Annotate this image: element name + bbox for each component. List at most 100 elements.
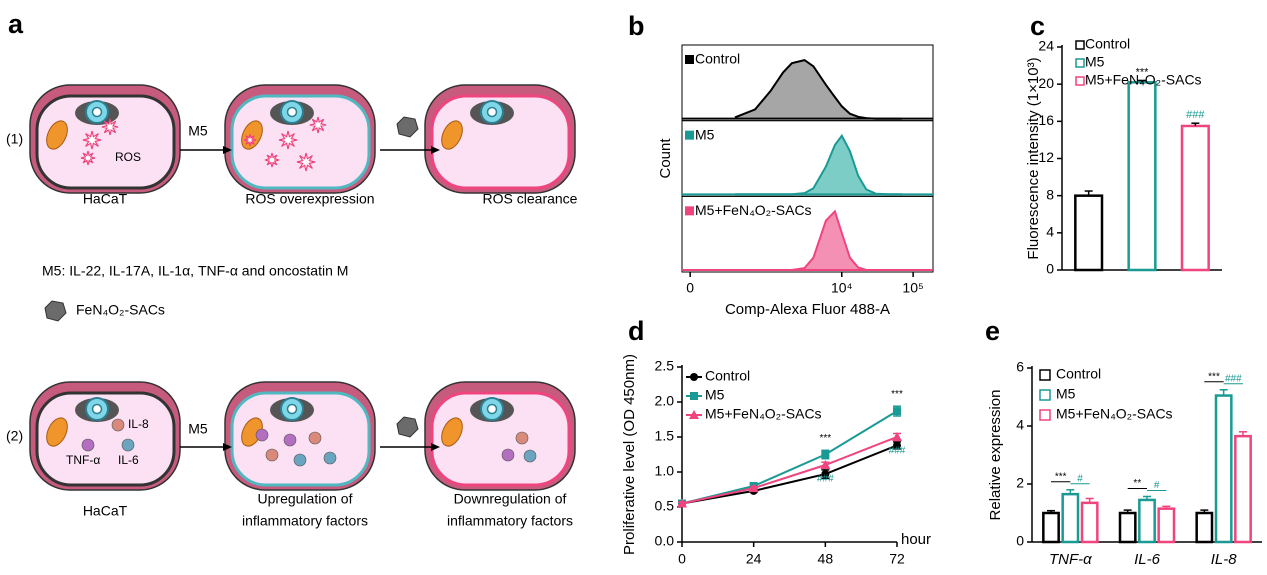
y-tick-label: 4 [1046,224,1054,240]
marker [820,460,831,469]
panel-label: c [1030,11,1045,41]
y-tick-label: 0.0 [655,533,675,549]
nucleolus [286,106,298,118]
bar [1127,81,1157,272]
legend-swatch [1075,40,1085,50]
sac-icon [396,416,419,438]
arrow-head [431,146,440,154]
arrow-head [431,443,440,451]
legend-label: Control [1085,36,1130,52]
cytokine [81,438,95,452]
panel-label: d [628,316,645,346]
legend-text: FeN₄O₂-SACs [76,302,165,318]
y-tick-label: 16 [1038,112,1054,128]
y-tick-label: 24 [1038,38,1054,54]
panel-label: e [985,316,1000,346]
nucleolus [486,106,498,118]
cell-caption: HaCaT [83,503,128,519]
marker [893,407,901,416]
mitochondria [46,417,68,447]
marker [748,483,759,493]
marker [821,450,830,459]
mitochondria [441,120,463,150]
legend-label: M5 [695,126,715,142]
cell-caption: Downregulation of [454,491,567,507]
nucleolus [91,403,103,415]
y-axis-label: Proliferative level (OD 450nm) [621,354,638,555]
arrow-label: M5 [188,421,208,437]
y-tick-label: 12 [1038,149,1054,165]
row-label: (2) [6,428,23,444]
y-tick-label: 0 [1046,261,1054,277]
annotation: # [1077,473,1083,484]
cytokine [308,431,322,445]
density-line [734,59,903,120]
bar [1157,507,1176,544]
x-tick-label: 0 [678,551,686,567]
cell-caption: inflammatory factors [242,513,368,529]
cell-caption: ROS overexpression [245,191,374,207]
legend-swatch [1075,76,1085,86]
cytokine-label: IL-8 [128,417,149,431]
x-tick-label: 10⁴ [831,280,853,296]
legend-label: M5 [1056,386,1076,402]
mitochondria [441,417,463,447]
bar [1195,511,1214,544]
bar [1234,434,1252,544]
ros-icon [309,116,327,134]
arrow-head [223,146,232,154]
cytokine [501,448,515,462]
annotation: ### [1225,373,1242,384]
density-fill [734,135,903,195]
cell-caption: ROS clearance [483,191,578,207]
density-line [734,209,903,271]
x-tick-label: 48 [818,551,834,567]
y-tick-label: 2.0 [655,393,675,409]
marker [677,498,687,508]
bar [1118,511,1137,544]
cytokine [515,431,529,445]
cell-body [430,391,571,487]
y-axis-label: Count [657,138,674,179]
cytokine [523,449,537,463]
cytokine [265,448,279,462]
bar [1042,511,1060,544]
marker [690,373,698,381]
legend-label: M5 [1085,54,1105,70]
marker [892,432,902,441]
cytokine [293,453,307,467]
arrow-head [223,443,232,451]
legend-label: M5+FeN₄O₂-SACs [1085,72,1202,88]
annotation: *** [1136,66,1150,78]
ros-icon [80,150,96,166]
y-tick-label: 0.5 [655,498,675,514]
cytokine [121,438,135,452]
cytokine [111,418,125,432]
density-fill [734,60,903,119]
cytokine-label: TNF-α [66,453,100,467]
legend-label: Control [705,368,750,384]
x-tick-label: TNF-α [1049,551,1092,568]
legend-swatch [685,206,694,216]
nucleolus [486,403,498,415]
bar [1080,501,1099,544]
cytokine-label: IL-6 [118,453,139,467]
x-tick-label: 0 [686,280,694,296]
mitochondria [46,120,68,150]
sac-icon [44,300,67,322]
x-tick-label: 24 [746,551,762,567]
legend-label: Control [1056,366,1101,382]
ros-icon [278,130,298,150]
cytokine [255,428,269,442]
legend-swatch [685,55,694,64]
arrow-label: M5 [188,123,208,139]
legend-swatch [1075,58,1085,68]
marker [689,410,699,419]
series-line [681,410,898,505]
y-tick-label: 2.5 [655,358,675,374]
legend-swatch [1039,409,1051,421]
y-axis-label: Relative expression [987,390,1004,521]
legend-label: M5 [705,387,725,403]
